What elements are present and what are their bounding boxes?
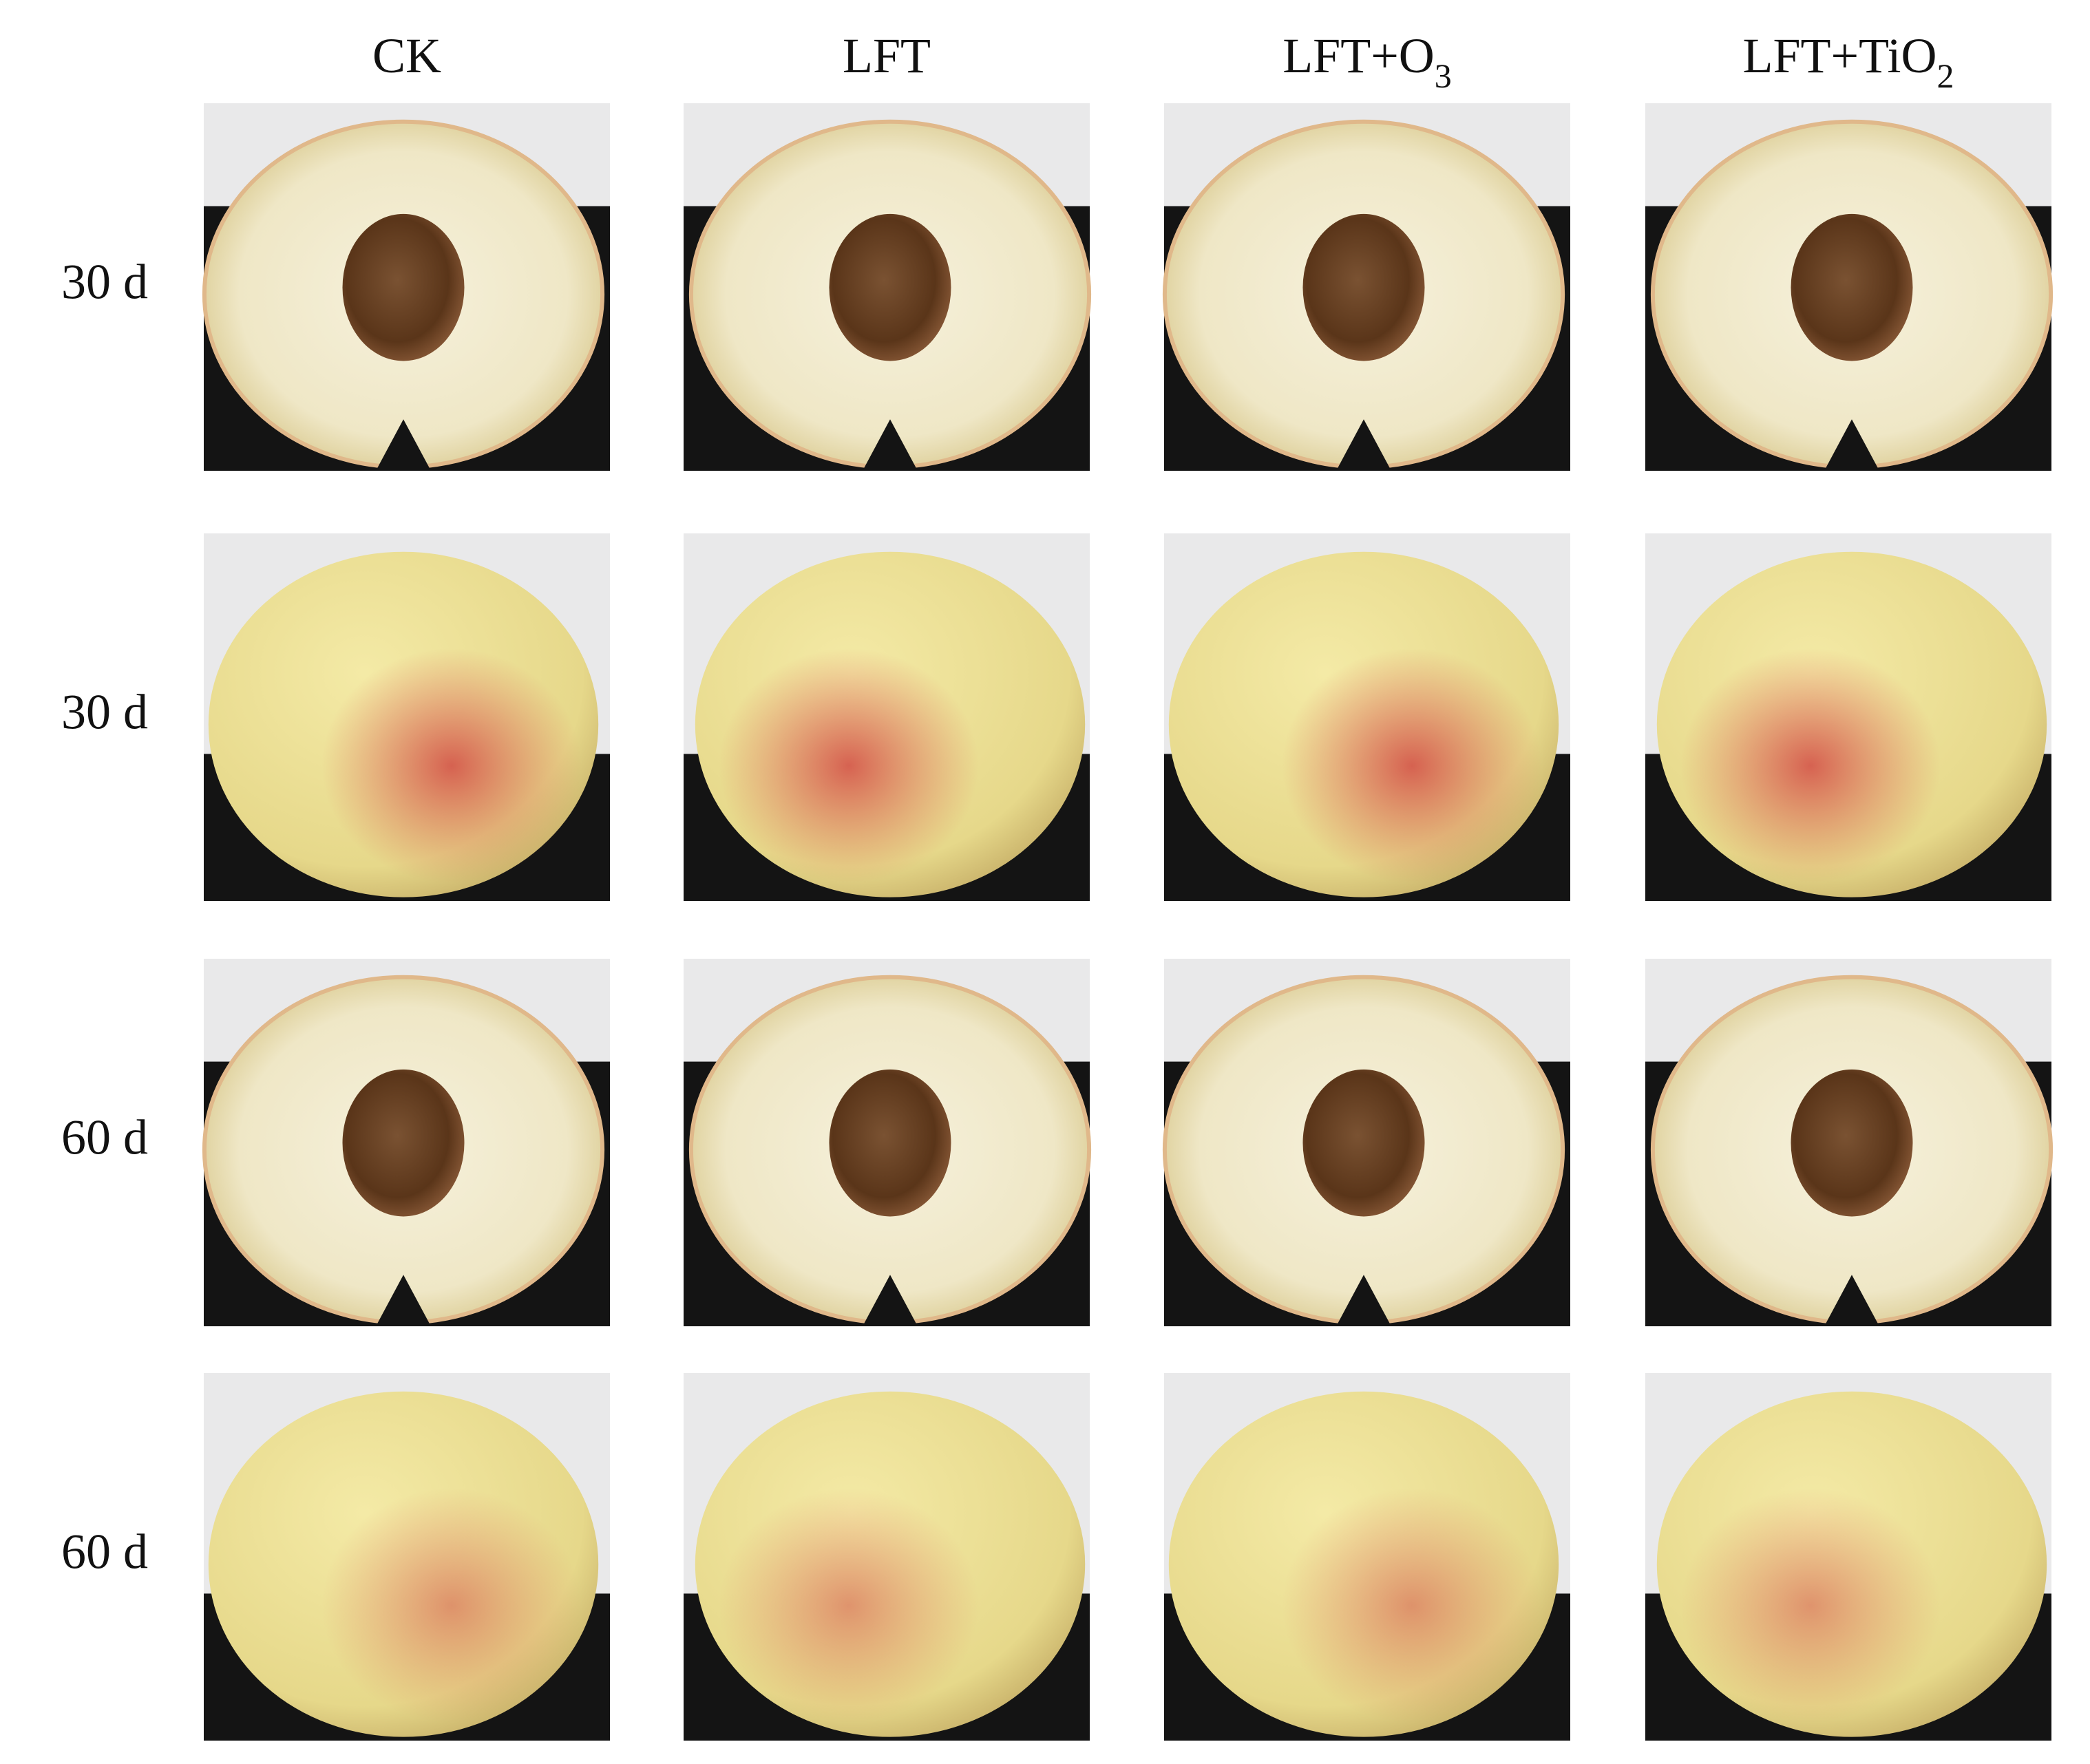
column-header: LFT [843,28,931,83]
photo [1645,959,2054,1326]
row-label: 30 d [61,255,148,310]
peach-pit [342,1069,465,1217]
peach-notch [376,419,431,471]
row-label: 30 d [61,685,148,740]
peach-notch [863,1275,918,1326]
peach-notch [376,1275,431,1326]
peach-blush [1282,648,1542,884]
peach-blush [321,1487,582,1723]
photo [684,533,1090,901]
photo [202,959,610,1326]
peach-pit [342,213,465,361]
peach-pit [1302,1069,1425,1217]
peach-notch [1824,419,1879,471]
peach-blush [1680,648,1941,884]
photo [684,959,1092,1326]
peach-notch [1336,1275,1391,1326]
photo [1645,533,2051,901]
peach-blush [1680,1487,1941,1723]
column-header: LFT+O3 [1282,28,1452,96]
photo [684,103,1092,471]
photo [1164,1373,1570,1741]
peach-pit [829,213,951,361]
peach-notch [1824,1275,1879,1326]
peach-pit [1302,213,1425,361]
peach-pit [1791,1069,1913,1217]
row-label: 60 d [61,1524,148,1580]
column-header: LFT+TiO2 [1742,28,1954,96]
photo [204,533,610,901]
photo [1162,959,1570,1326]
photo [1164,533,1570,901]
peach-blush [719,648,979,884]
photo [1645,1373,2051,1741]
column-header: CK [372,28,441,83]
peach-blush [719,1487,979,1723]
header-subscript: 3 [1435,56,1452,95]
peach-notch [863,419,918,471]
photo [204,1373,610,1741]
header-text: LFT [843,28,931,83]
peach-notch [1336,419,1391,471]
row-label: 60 d [61,1110,148,1165]
peach-pit [1791,213,1913,361]
header-text: LFT+O [1282,28,1435,83]
photo [1162,103,1570,471]
photo [202,103,610,471]
peach-pit [829,1069,951,1217]
peach-blush [1282,1487,1542,1723]
photo [684,1373,1090,1741]
peach-blush [321,648,582,884]
header-subscript: 2 [1937,56,1954,95]
header-text: LFT+TiO [1742,28,1936,83]
photo [1645,103,2054,471]
header-text: CK [372,28,441,83]
